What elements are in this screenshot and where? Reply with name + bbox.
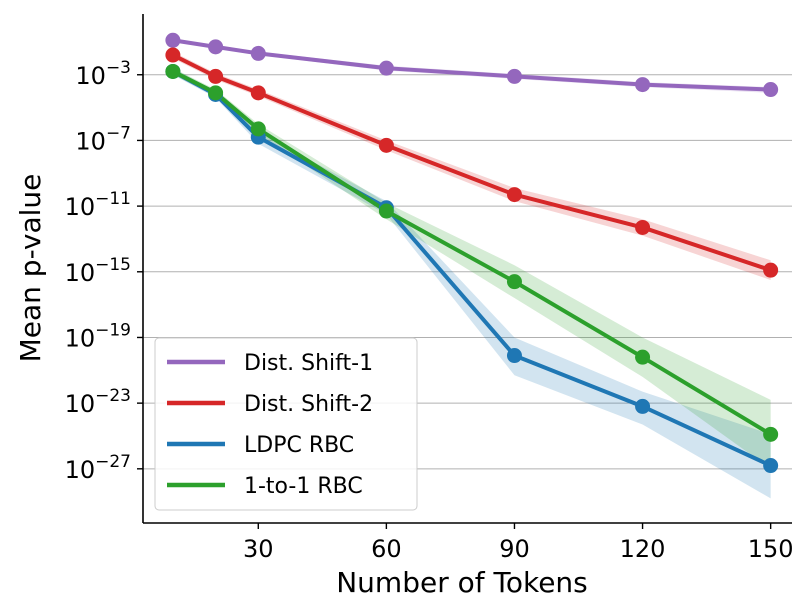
y-tick-label: 10−27 <box>65 452 131 484</box>
y-ticks: 10−3 10−7 10−11 10−15 10−19 10−23 10−27 <box>65 58 143 484</box>
series-markers <box>165 32 779 474</box>
point-dist-shift-1 <box>165 32 181 48</box>
y-tick-label: 10−11 <box>65 189 131 221</box>
point-dist-shift-2 <box>208 68 224 84</box>
point-1-to-1-rbc <box>378 203 394 219</box>
legend-label-dist-shift-2: Dist. Shift-2 <box>244 392 373 417</box>
x-tick-label: 150 <box>748 535 794 563</box>
legend-label-dist-shift-1: Dist. Shift-1 <box>244 351 373 376</box>
x-axis-label: Number of Tokens <box>336 566 588 599</box>
point-1-to-1-rbc <box>250 121 266 137</box>
point-dist-shift-1 <box>763 82 779 98</box>
point-1-to-1-rbc <box>208 85 224 101</box>
point-dist-shift-1 <box>506 68 522 84</box>
point-dist-shift-2 <box>250 85 266 101</box>
point-ldpc-rbc <box>635 398 651 414</box>
x-ticks: 30 60 90 120 150 <box>243 523 794 563</box>
point-dist-shift-2 <box>635 219 651 235</box>
x-tick-label: 30 <box>243 535 274 563</box>
point-dist-shift-1 <box>378 60 394 76</box>
point-dist-shift-1 <box>208 39 224 55</box>
point-1-to-1-rbc <box>763 426 779 442</box>
point-ldpc-rbc <box>763 458 779 474</box>
point-1-to-1-rbc <box>165 63 181 79</box>
point-dist-shift-1 <box>635 77 651 93</box>
point-1-to-1-rbc <box>506 274 522 290</box>
x-tick-label: 60 <box>371 535 402 563</box>
point-dist-shift-2 <box>378 137 394 153</box>
x-tick-label: 120 <box>620 535 666 563</box>
legend-label-ldpc-rbc: LDPC RBC <box>244 433 354 458</box>
point-ldpc-rbc <box>506 348 522 364</box>
y-tick-label: 10−23 <box>65 386 131 418</box>
point-dist-shift-2 <box>763 262 779 278</box>
band-ldpc-rbc <box>172 68 771 499</box>
point-1-to-1-rbc <box>635 349 651 365</box>
x-tick-label: 90 <box>499 535 530 563</box>
y-tick-label: 10−7 <box>75 123 131 155</box>
point-dist-shift-1 <box>250 45 266 61</box>
legend: Dist. Shift-1 Dist. Shift-2 LDPC RBC 1-to-1… <box>154 337 418 511</box>
y-tick-label: 10−19 <box>65 320 131 352</box>
point-dist-shift-2 <box>165 47 181 63</box>
legend-frame <box>154 337 418 511</box>
point-dist-shift-2 <box>506 187 522 203</box>
y-tick-label: 10−3 <box>75 58 131 90</box>
legend-label-1-to-1-rbc: 1-to-1 RBC <box>244 474 363 499</box>
y-axis-label: Mean p-value <box>14 174 47 363</box>
y-tick-label: 10−15 <box>65 255 131 287</box>
